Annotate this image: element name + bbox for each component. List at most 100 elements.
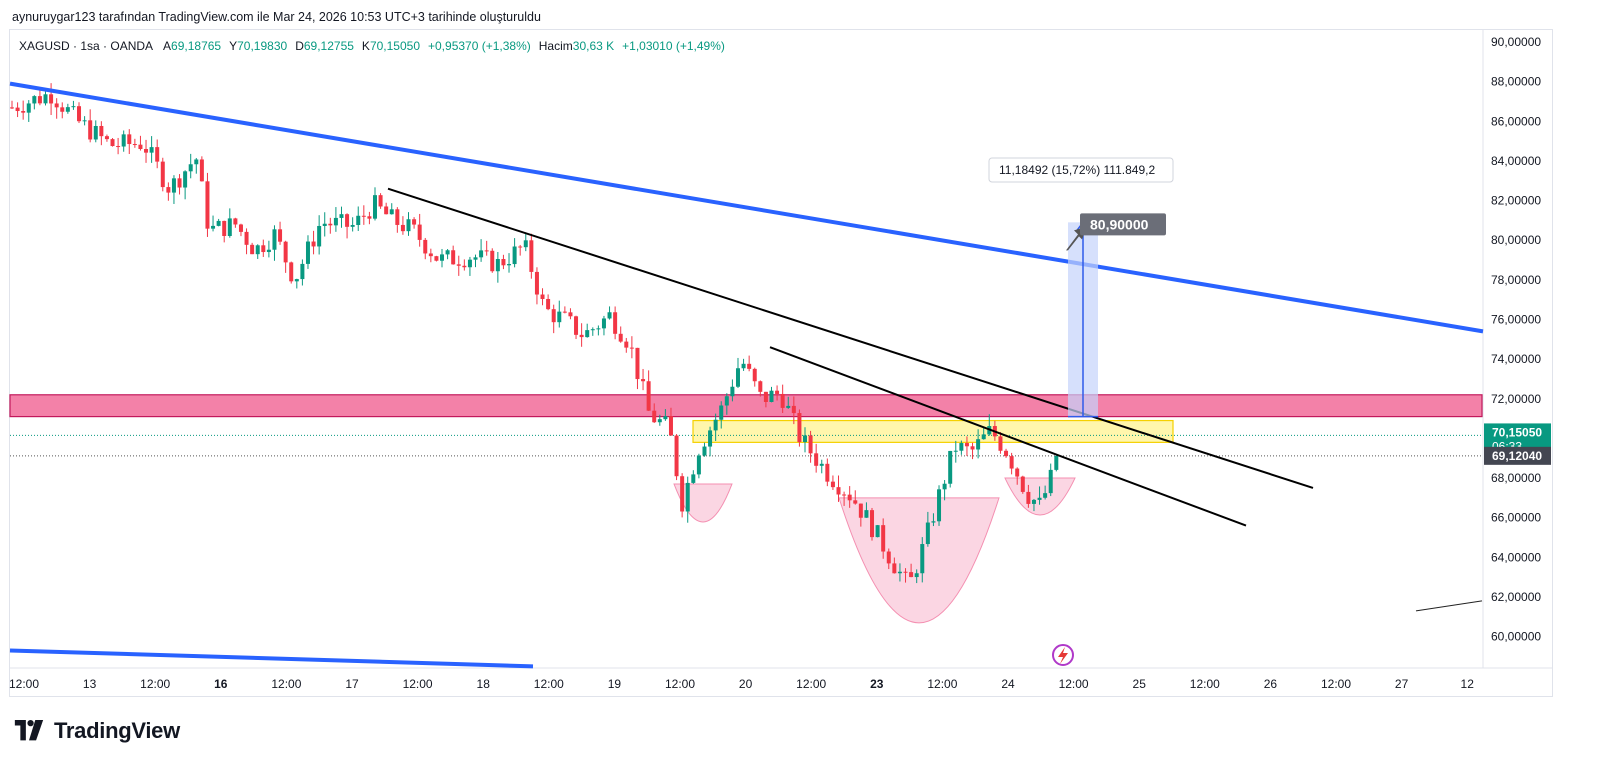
candle-body[interactable] [462, 265, 467, 268]
candle-body[interactable] [529, 240, 534, 272]
candle-body[interactable] [601, 318, 606, 329]
resistance-zone[interactable] [9, 394, 1483, 418]
candle-body[interactable] [490, 250, 495, 272]
candle-body[interactable] [624, 341, 629, 348]
candle-body[interactable] [942, 483, 947, 490]
candle-body[interactable] [641, 379, 646, 382]
trend-line-2[interactable] [769, 346, 1247, 527]
candle-body[interactable] [657, 419, 662, 423]
candle-body[interactable] [479, 250, 484, 258]
candle-body[interactable] [825, 463, 830, 482]
candle-body[interactable] [300, 263, 305, 280]
candle-body[interactable] [149, 147, 154, 153]
candle-body[interactable] [735, 368, 740, 387]
candle-body[interactable] [205, 181, 210, 229]
candle-body[interactable] [853, 500, 858, 504]
candle-body[interactable] [99, 125, 104, 137]
candle-body[interactable] [752, 368, 757, 382]
candle-body[interactable] [903, 571, 908, 573]
candle-body[interactable] [937, 489, 942, 522]
candle-body[interactable] [88, 120, 93, 140]
candle-body[interactable] [21, 111, 26, 113]
candle-body[interactable] [948, 450, 953, 484]
candle-body[interactable] [568, 312, 573, 317]
candle-body[interactable] [261, 245, 266, 253]
candle-body[interactable] [713, 419, 718, 431]
candle-body[interactable] [305, 241, 310, 264]
candle-body[interactable] [138, 144, 143, 150]
candle-body[interactable] [953, 450, 958, 452]
candle-body[interactable] [691, 474, 696, 483]
candle-body[interactable] [456, 264, 461, 266]
candle-body[interactable] [333, 217, 338, 226]
head-shape[interactable] [838, 497, 1000, 624]
candle-body[interactable] [562, 311, 567, 313]
candle-body[interactable] [747, 363, 752, 369]
candle-body[interactable] [37, 96, 42, 104]
candle-body[interactable] [763, 391, 768, 402]
candle-body[interactable] [1026, 491, 1031, 504]
candle-body[interactable] [897, 571, 902, 574]
candle-body[interactable] [132, 144, 137, 146]
candle-body[interactable] [702, 446, 707, 456]
candle-body[interactable] [395, 209, 400, 225]
candle-body[interactable] [998, 436, 1003, 451]
candle-body[interactable] [858, 503, 863, 518]
candle-body[interactable] [317, 225, 322, 247]
candle-body[interactable] [82, 120, 87, 122]
candle-body[interactable] [708, 430, 713, 447]
candle-body[interactable] [211, 225, 216, 229]
candle-body[interactable] [769, 390, 774, 402]
candle-body[interactable] [434, 256, 439, 261]
candle-body[interactable] [440, 254, 445, 261]
candle-body[interactable] [663, 416, 668, 420]
candle-body[interactable] [534, 271, 539, 295]
candle-body[interactable] [635, 347, 640, 380]
candle-body[interactable] [289, 262, 294, 282]
candle-body[interactable] [43, 94, 48, 104]
candle-body[interactable] [668, 416, 673, 436]
candle-body[interactable] [451, 250, 456, 265]
axis-price-label[interactable] [1484, 446, 1551, 465]
candle-body[interactable] [808, 435, 813, 454]
candle-body[interactable] [194, 159, 199, 165]
candle-body[interactable] [518, 246, 523, 248]
candle-body[interactable] [830, 481, 835, 488]
candle-body[interactable] [1020, 476, 1025, 492]
candle-body[interactable] [501, 259, 506, 266]
candle-body[interactable] [964, 443, 969, 447]
candle-body[interactable] [77, 106, 82, 122]
candle-body[interactable] [367, 216, 372, 219]
candle-body[interactable] [920, 544, 925, 574]
candle-body[interactable] [361, 215, 366, 217]
candle-body[interactable] [870, 510, 875, 538]
candle-body[interactable] [188, 164, 193, 172]
candle-body[interactable] [551, 309, 556, 323]
candle-body[interactable] [350, 225, 355, 227]
candle-body[interactable] [216, 220, 221, 226]
candle-body[interactable] [741, 363, 746, 369]
candle-body[interactable] [976, 439, 981, 450]
tradingview-logo[interactable]: TradingView [12, 718, 180, 744]
channel-lower-line[interactable] [9, 648, 534, 669]
candle-body[interactable] [1031, 499, 1036, 504]
candle-body[interactable] [177, 178, 182, 188]
candle-body[interactable] [412, 219, 417, 225]
candle-body[interactable] [546, 298, 551, 310]
candle-body[interactable] [467, 259, 472, 268]
candle-body[interactable] [49, 94, 54, 104]
candle-body[interactable] [272, 229, 277, 250]
candle-body[interactable] [378, 195, 383, 207]
candle-body[interactable] [557, 311, 562, 323]
target-price-tag[interactable] [1080, 213, 1166, 236]
candle-body[interactable] [507, 264, 512, 266]
candle-body[interactable] [166, 187, 171, 193]
candle-body[interactable] [618, 333, 623, 342]
candle-body[interactable] [406, 219, 411, 232]
candle-body[interactable] [110, 139, 115, 147]
candle-body[interactable] [875, 525, 880, 538]
candle-body[interactable] [696, 455, 701, 475]
candle-body[interactable] [227, 218, 232, 236]
candle-body[interactable] [278, 229, 283, 242]
